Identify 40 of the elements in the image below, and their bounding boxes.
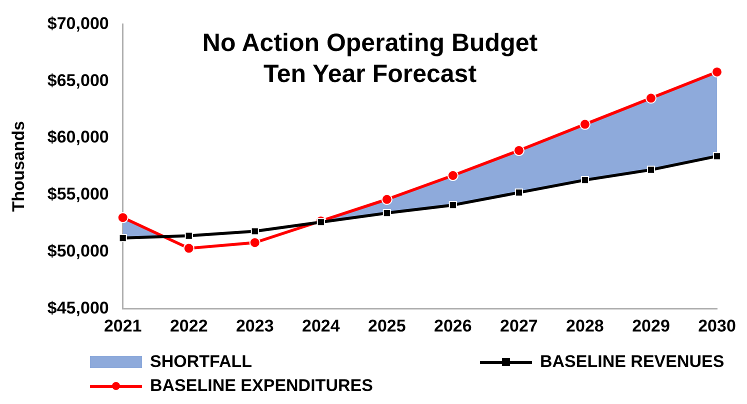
point [712, 66, 722, 78]
x-tick-label: 2022 [170, 316, 208, 336]
point [249, 237, 260, 248]
y-tick-label: $45,000 [47, 298, 109, 318]
point [513, 144, 524, 156]
point [448, 201, 457, 210]
legend-label: SHORTFALL [150, 352, 252, 372]
x-tick-label: 2028 [566, 316, 604, 336]
y-axis-title: Thousands [8, 121, 28, 212]
point [514, 188, 523, 197]
point [645, 92, 656, 104]
point [118, 234, 127, 242]
legend-label: BASELINE EXPENDITURES [150, 376, 373, 396]
point [316, 218, 325, 226]
point [184, 232, 193, 240]
point [579, 118, 590, 130]
x-tick-label: 2024 [302, 316, 340, 336]
x-tick-label: 2025 [368, 316, 406, 336]
point [250, 227, 259, 236]
x-tick-label: 2023 [236, 316, 274, 336]
y-tick-label: $55,000 [47, 184, 109, 204]
y-tick-label: $65,000 [47, 70, 109, 90]
x-tick-label: 2029 [632, 316, 670, 336]
x-tick-label: 2021 [104, 316, 142, 336]
y-tick-label: $70,000 [47, 14, 109, 33]
y-tick-label: $50,000 [47, 241, 109, 260]
point [646, 166, 656, 174]
point [447, 170, 458, 181]
point [382, 209, 391, 218]
point [381, 194, 392, 205]
x-tick-label: 2030 [698, 316, 736, 336]
point [183, 242, 194, 254]
y-tick-label: $60,000 [47, 128, 109, 147]
legend-label: BASELINE REVENUES [540, 352, 724, 372]
text: No Action Operating Budget Ten Year Forecast [201, 28, 539, 90]
point [580, 176, 590, 184]
point [117, 212, 128, 224]
x-tick-label: 2026 [434, 316, 472, 336]
point [712, 152, 722, 160]
x-tick-label: 2027 [500, 316, 538, 336]
